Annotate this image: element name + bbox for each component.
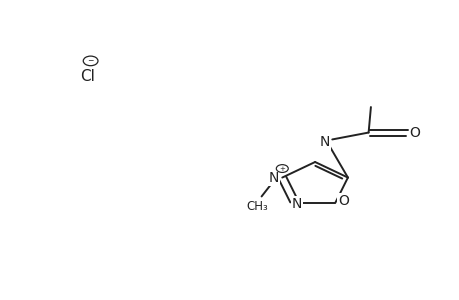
Text: −: −: [87, 56, 94, 65]
Text: +: +: [279, 166, 285, 172]
Text: CH₃: CH₃: [246, 200, 267, 213]
Text: O: O: [337, 194, 348, 208]
Text: Cl: Cl: [80, 69, 95, 84]
Text: N: N: [268, 170, 279, 184]
Text: N: N: [319, 135, 330, 149]
Text: N: N: [291, 197, 302, 211]
Text: O: O: [409, 125, 420, 140]
